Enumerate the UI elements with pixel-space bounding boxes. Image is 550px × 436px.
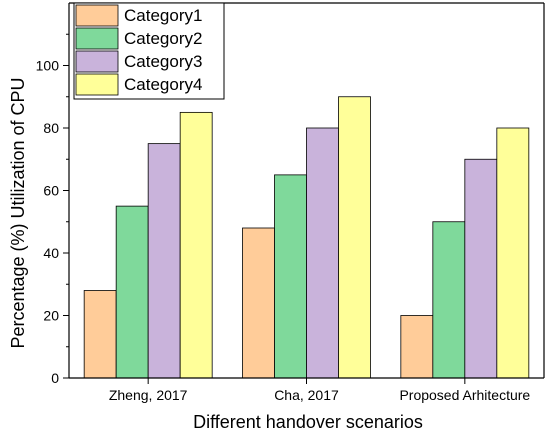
bar-1-2 [242,227,275,379]
legend-label-1: Category1 [124,6,202,25]
legend: Category1 Category2 Category3 Category4 [73,2,225,100]
bar-1-1 [83,290,117,379]
bar-2-1 [115,205,149,379]
y-tick-label: 60 [43,183,59,199]
y-tick-label: 100 [36,58,60,74]
x-tick-label: Proposed Arhitecture [399,387,530,403]
y-tick-label: 80 [43,120,59,136]
bar-4-3 [496,127,530,379]
x-tick-label: Cha, 2017 [274,387,339,403]
legend-swatch-4 [75,73,119,96]
legend-swatch-3 [75,50,119,73]
bar-2-2 [274,174,307,379]
y-tick-label: 0 [51,370,59,386]
bar-4-1 [179,111,213,379]
y-axis-label: Percentage (%) Utilization of CPU [8,77,28,348]
legend-swatch-2 [75,27,119,50]
x-axis-label: Different handover scenarios [193,412,423,432]
bar-3-1 [147,143,181,379]
bar-3-3 [464,158,498,379]
bar-1-3 [400,315,434,379]
y-tick-label: 40 [43,245,59,261]
legend-label-3: Category3 [124,52,202,71]
legend-label-2: Category2 [124,29,202,48]
bar-2-3 [432,221,466,379]
bars-group [83,96,530,379]
bar-4-2 [338,96,371,379]
y-tick-label: 20 [43,308,59,324]
x-tick-label: Zheng, 2017 [109,387,188,403]
legend-label-4: Category4 [124,75,202,94]
bar-3-2 [306,127,339,379]
legend-swatch-1 [75,4,119,27]
